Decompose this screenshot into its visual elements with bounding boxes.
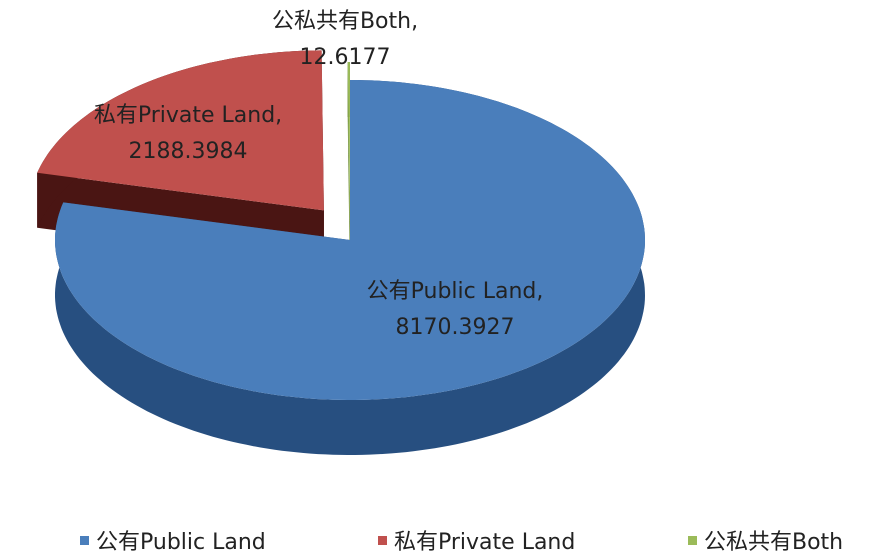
label-separator: , [275,103,282,128]
legend-label: 公私共有Both [704,530,843,555]
legend-marker [688,536,697,545]
slice-top [37,50,324,211]
pie-slice [55,80,645,455]
legend-marker [378,536,387,545]
data-label: 公私共有Both, 12.6177 [272,9,418,70]
slice-top [347,62,350,222]
legend-label: 公有Public Land [96,530,266,555]
label-separator: , [536,279,543,304]
data-label: 私有Private Land, 2188.3984 [94,103,282,164]
legend-label: 私有Private Land [394,530,575,555]
label-category: 公私共有Both [272,9,411,34]
label-category: 私有Private Land [94,103,275,128]
data-label: 公有Public Land, 8170.3927 [367,279,544,340]
pie-slice [347,62,350,277]
label-value: 12.6177 [300,45,391,70]
legend-marker [80,536,89,545]
label-value: 8170.3927 [396,315,515,340]
slice-top [55,80,645,400]
label-separator: , [411,9,418,34]
label-value: 2188.3984 [129,139,248,164]
label-category: 公有Public Land [367,279,537,304]
